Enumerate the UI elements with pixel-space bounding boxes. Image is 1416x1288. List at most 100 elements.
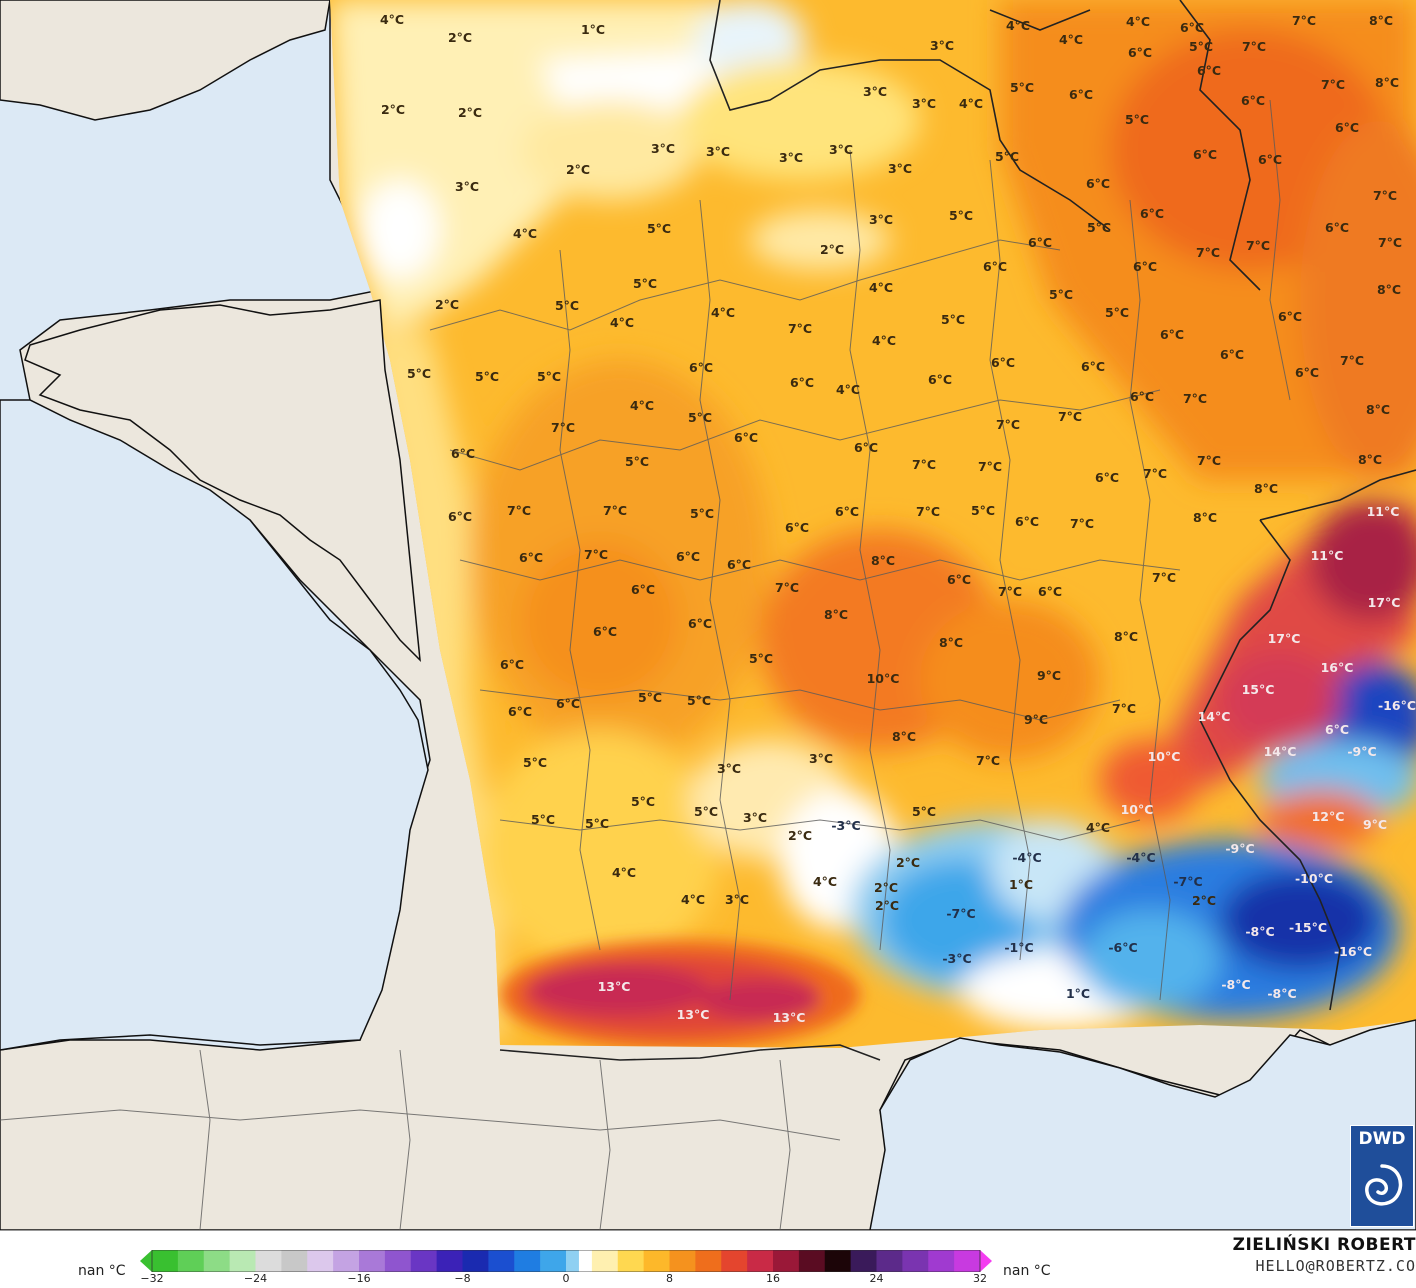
temperature-label: 3°C [717, 761, 741, 776]
color-scale-segment [644, 1250, 670, 1272]
temperature-label: 6°C [448, 509, 472, 524]
temperature-label: 6°C [785, 520, 809, 535]
temperature-label: 6°C [451, 446, 475, 461]
temperature-label: 6°C [1140, 206, 1164, 221]
temperature-label: 6°C [1015, 514, 1039, 529]
temperature-label: 7°C [976, 753, 1000, 768]
color-scale-segment [902, 1250, 928, 1272]
temperature-label: 5°C [537, 369, 561, 384]
temperature-label: 2°C [435, 297, 459, 312]
color-scale-segment [566, 1250, 579, 1272]
color-scale-segment [954, 1250, 980, 1272]
temperature-label: -3°C [942, 951, 971, 966]
temperature-label: 6°C [1128, 45, 1152, 60]
temperature-label: 8°C [1366, 402, 1390, 417]
temperature-label: 4°C [959, 96, 983, 111]
temperature-label: 5°C [995, 149, 1019, 164]
temperature-label: 6°C [947, 572, 971, 587]
temperature-label: 7°C [1183, 391, 1207, 406]
temperature-label: 7°C [1152, 570, 1176, 585]
scale-max-label: nan °C [1003, 1263, 1051, 1279]
temperature-label: 7°C [996, 417, 1020, 432]
temperature-label: 6°C [1197, 63, 1221, 78]
temperature-label: -8°C [1267, 986, 1296, 1001]
scale-min-label: nan °C [78, 1263, 126, 1279]
temperature-label: 2°C [820, 242, 844, 257]
temperature-label: 7°C [775, 580, 799, 595]
temperature-label: 6°C [991, 355, 1015, 370]
temperature-label: 5°C [971, 503, 995, 518]
temperature-label: 7°C [1292, 13, 1316, 28]
temperature-label: 6°C [1069, 87, 1093, 102]
temperature-label: 7°C [1197, 453, 1221, 468]
temperature-label: 1°C [581, 22, 605, 37]
temperature-label: 7°C [507, 503, 531, 518]
temperature-label: 2°C [896, 855, 920, 870]
temperature-label: 5°C [694, 804, 718, 819]
temperature-label: 7°C [1373, 188, 1397, 203]
temperature-label: 6°C [519, 550, 543, 565]
temperature-label: 14°C [1198, 709, 1231, 724]
temperature-label: 6°C [1095, 470, 1119, 485]
temperature-label: 5°C [912, 804, 936, 819]
temperature-label: 6°C [631, 582, 655, 597]
temperature-label: 3°C [455, 179, 479, 194]
temperature-label: 7°C [916, 504, 940, 519]
temperature-label: 1°C [1066, 986, 1090, 1001]
temperature-label: 8°C [871, 553, 895, 568]
temperature-label: 3°C [869, 212, 893, 227]
temperature-label: 8°C [1254, 481, 1278, 496]
temperature-label: 2°C [448, 30, 472, 45]
temperature-label: -3°C [831, 818, 860, 833]
color-scale-segment [618, 1250, 644, 1272]
color-scale-segment [721, 1250, 747, 1272]
temperature-label: 7°C [1070, 516, 1094, 531]
temperature-label: 3°C [888, 161, 912, 176]
temperature-label: 7°C [1340, 353, 1364, 368]
temperature-label: -16°C [1378, 698, 1416, 713]
temperature-label: 5°C [625, 454, 649, 469]
temperature-label: 8°C [939, 635, 963, 650]
scale-tick-label: 24 [870, 1272, 884, 1285]
color-scale-segment [178, 1250, 204, 1272]
color-scale-segment [204, 1250, 230, 1272]
temperature-label: 5°C [585, 816, 609, 831]
temperature-label: 4°C [1086, 820, 1110, 835]
temperature-label: 6°C [1130, 389, 1154, 404]
temperature-label: 10°C [1121, 802, 1154, 817]
color-scale-segment [230, 1250, 256, 1272]
temperature-label: 5°C [1105, 305, 1129, 320]
swirl-icon [1351, 1126, 1413, 1226]
temperature-label: 6°C [500, 657, 524, 672]
temperature-label: 2°C [875, 898, 899, 913]
temperature-label: 5°C [690, 506, 714, 521]
temperature-label: -16°C [1334, 944, 1372, 959]
temperature-label: 7°C [998, 584, 1022, 599]
scale-tick-label: 16 [766, 1272, 780, 1285]
temperature-label: 4°C [612, 865, 636, 880]
temperature-label: 6°C [1258, 152, 1282, 167]
temperature-label: 13°C [677, 1007, 710, 1022]
scale-tick-label: 32 [973, 1272, 987, 1285]
temperature-label: 7°C [1143, 466, 1167, 481]
temperature-label: 6°C [1325, 722, 1349, 737]
color-scale-segment [747, 1250, 773, 1272]
temperature-label: 3°C [779, 150, 803, 165]
temperature-label: 17°C [1368, 595, 1401, 610]
scale-tick-label: −8 [454, 1272, 470, 1285]
temperature-label: 8°C [1358, 452, 1382, 467]
temperature-label: 5°C [1010, 80, 1034, 95]
temperature-label: 6°C [1081, 359, 1105, 374]
temperature-label: 5°C [687, 693, 711, 708]
color-scale-segment [670, 1250, 696, 1272]
temperature-label: 5°C [531, 812, 555, 827]
color-scale-bar [140, 1250, 992, 1272]
temperature-label: 2°C [788, 828, 812, 843]
temperature-label: 7°C [603, 503, 627, 518]
color-scale-segment [825, 1250, 851, 1272]
temperature-label: -9°C [1347, 744, 1376, 759]
temperature-label: 9°C [1037, 668, 1061, 683]
temperature-label: 10°C [1148, 749, 1181, 764]
temperature-field [330, 0, 1416, 1060]
temperature-label: 5°C [631, 794, 655, 809]
